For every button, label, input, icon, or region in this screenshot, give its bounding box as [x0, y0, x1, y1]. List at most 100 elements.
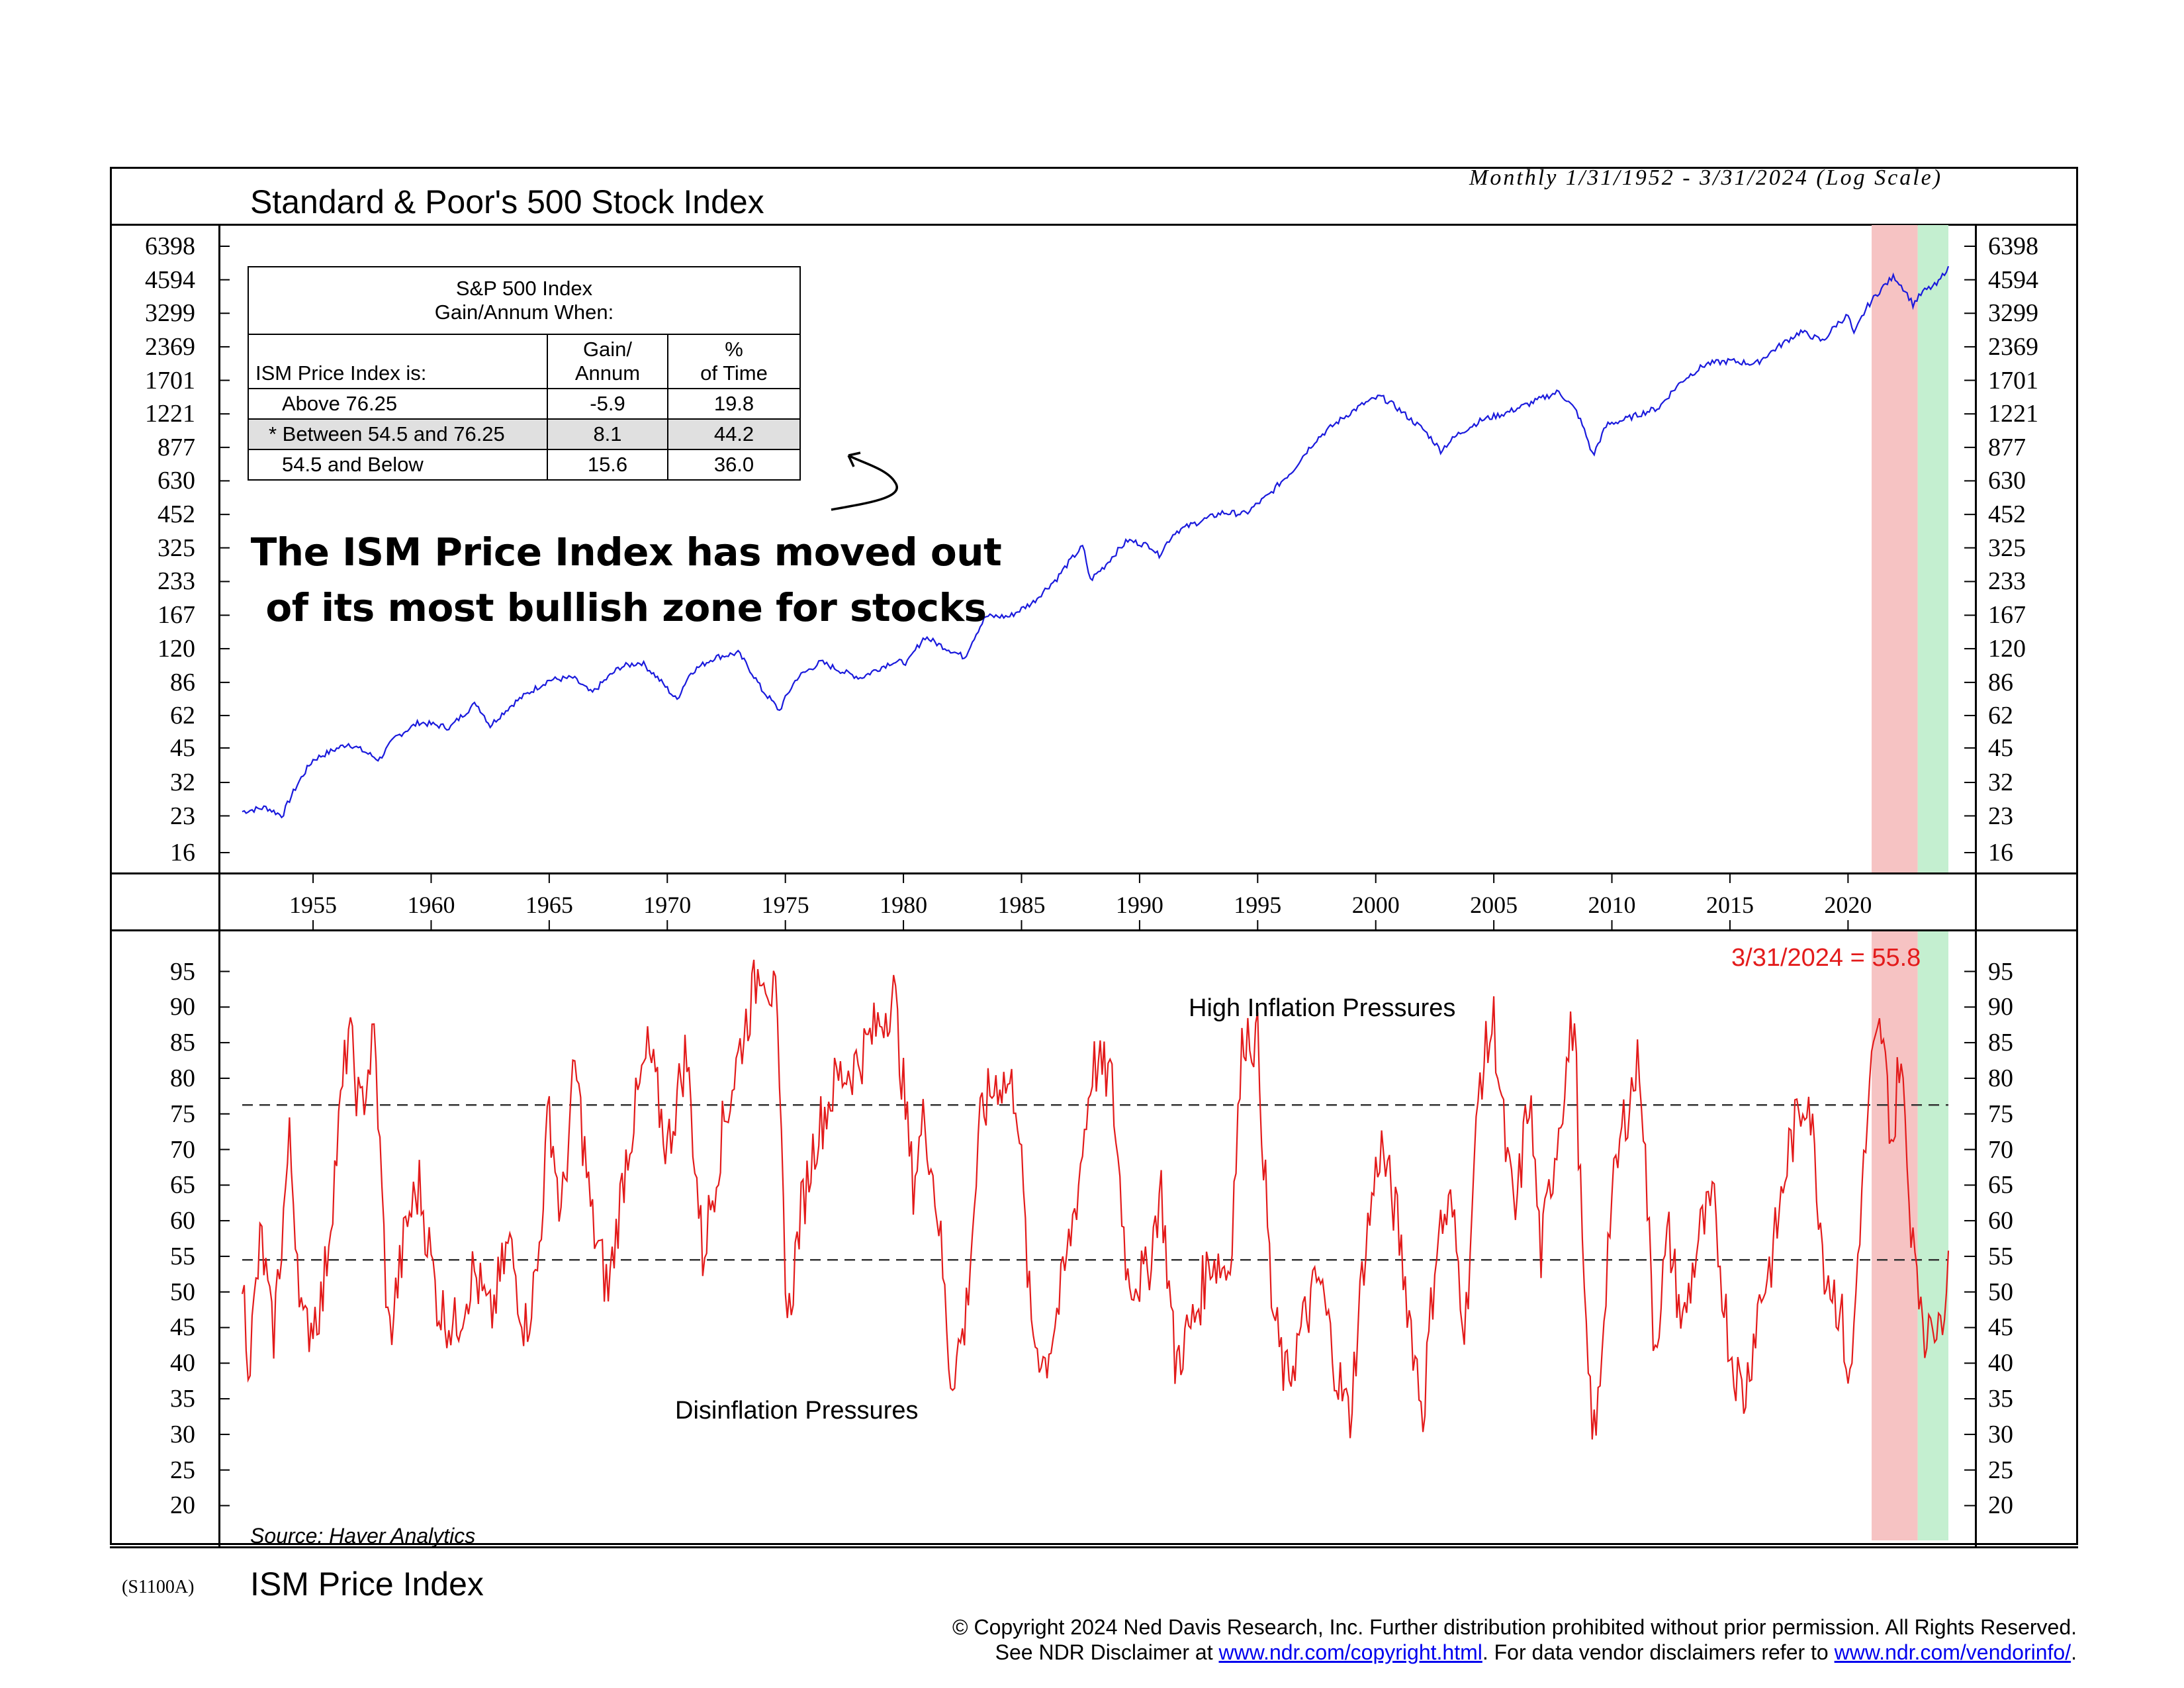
x-tick-label: 2000 — [1351, 892, 1400, 918]
x-tick-label: 2020 — [1824, 892, 1872, 918]
y-tick-label-left: 80 — [170, 1064, 195, 1092]
vendorinfo-link[interactable]: www.ndr.com/vendorinfo/ — [1834, 1640, 2071, 1664]
y-tick-label-left: 6398 — [145, 232, 195, 260]
y-tick-label-left: 45 — [170, 733, 195, 762]
y-tick-label-left: 40 — [170, 1349, 195, 1378]
y-tick-label-right: 40 — [1988, 1349, 2013, 1378]
row-gain: -5.9 — [590, 392, 625, 415]
y-tick-label-right: 55 — [1988, 1242, 2013, 1270]
table-row: * Between 54.5 and 76.25 8.1 44.2 — [248, 418, 801, 450]
y-tick-label-left: 325 — [158, 534, 195, 562]
divider-mid-top — [110, 872, 2078, 874]
source-note: Source: Haver Analytics — [250, 1524, 476, 1548]
y-tick-label-left: 55 — [170, 1242, 195, 1270]
y-tick-label-right: 167 — [1988, 601, 2026, 630]
x-tick-label: 1965 — [525, 892, 573, 918]
y-tick-label-right: 62 — [1988, 701, 2013, 729]
table-row: 54.5 and Below 15.6 36.0 — [248, 449, 801, 481]
row-label-header: ISM Price Index is: — [255, 361, 427, 385]
ism-series-line — [241, 959, 1950, 1440]
y-tick-label-right: 60 — [1988, 1207, 2013, 1235]
x-tick-label: 1975 — [761, 892, 809, 918]
row-label: * Between 54.5 and 76.25 — [269, 422, 505, 445]
table-heading-2: Gain/Annum When: — [434, 301, 614, 324]
y-tick-label-right: 120 — [1988, 634, 2026, 663]
y-tick-label-left: 233 — [158, 567, 195, 596]
y-tick-label-left: 70 — [170, 1135, 195, 1164]
y-tick-label-right: 325 — [1988, 534, 2026, 562]
y-tick-label-right: 23 — [1988, 802, 2013, 830]
arrow-head — [847, 451, 861, 467]
col-gain-header-1: Gain/ — [582, 338, 633, 361]
latest-value-label: 3/31/2024 = 55.8 — [1731, 944, 1921, 972]
y-tick-label-right: 90 — [1988, 993, 2013, 1021]
x-tick-label: 2005 — [1470, 892, 1518, 918]
y-tick-label-right: 877 — [1988, 433, 2026, 461]
y-tick-label-right: 4594 — [1988, 265, 2038, 294]
y-tick-label-right: 45 — [1988, 1313, 2013, 1342]
row-label: 54.5 and Below — [282, 453, 424, 476]
y-tick-label-right: 85 — [1988, 1029, 2013, 1057]
y-tick-label-right: 70 — [1988, 1135, 2013, 1164]
y-tick-label-right: 95 — [1988, 957, 2013, 986]
disclaimer-text-a: See NDR Disclaimer at — [995, 1640, 1219, 1664]
y-tick-label-left: 25 — [170, 1456, 195, 1484]
y-tick-label-left: 45 — [170, 1313, 195, 1342]
y-tick-label-left: 75 — [170, 1100, 195, 1128]
x-tick-label: 1990 — [1115, 892, 1163, 918]
high-inflation-label: High Inflation Pressures — [1189, 994, 1456, 1022]
top-panel-title: Standard & Poor's 500 Stock Index — [250, 183, 764, 220]
y-tick-label-left: 85 — [170, 1029, 195, 1057]
y-tick-label-left: 35 — [170, 1385, 195, 1413]
y-tick-label-left: 1221 — [145, 400, 195, 428]
y-tick-label-left: 1701 — [145, 366, 195, 395]
chart-code: (S1100A) — [122, 1577, 195, 1597]
x-tick-label: 1995 — [1234, 892, 1282, 918]
callout-text: The ISM Price Index has moved out of its… — [242, 524, 1010, 635]
y-tick-label-left: 3299 — [145, 299, 195, 328]
x-tick-label: 1985 — [997, 892, 1046, 918]
row-pct: 44.2 — [713, 422, 754, 445]
y-tick-label-left: 2369 — [145, 332, 195, 361]
right-axis-line — [1975, 224, 1977, 1548]
y-tick-label-right: 1221 — [1988, 400, 2038, 428]
y-tick-label-right: 30 — [1988, 1420, 2013, 1448]
date-range-subtitle: Monthly 1/31/1952 - 3/31/2024 (Log Scale… — [1469, 165, 1943, 190]
y-tick-label-right: 2369 — [1988, 332, 2038, 361]
y-tick-label-right: 25 — [1988, 1456, 2013, 1484]
y-tick-label-right: 50 — [1988, 1278, 2013, 1306]
y-tick-label-left: 23 — [170, 802, 195, 830]
y-tick-label-right: 16 — [1988, 839, 2013, 867]
disclaimer-text-c: . — [2071, 1640, 2077, 1664]
y-tick-label-left: 120 — [158, 634, 195, 663]
y-tick-label-right: 45 — [1988, 733, 2013, 762]
y-tick-label-left: 50 — [170, 1278, 195, 1306]
divider-bottom — [110, 1546, 2078, 1548]
copyright-link[interactable]: www.ndr.com/copyright.html — [1218, 1640, 1482, 1664]
shade-band-bottom-green — [1917, 931, 1948, 1540]
x-tick-label: 1955 — [289, 892, 338, 918]
sp500-series-line — [242, 265, 1950, 819]
shade-band-top-red — [1872, 225, 1918, 872]
y-tick-label-right: 86 — [1988, 668, 2013, 696]
y-tick-label-left: 452 — [158, 500, 195, 529]
y-tick-label-left: 32 — [170, 769, 195, 797]
x-tick-label: 1980 — [880, 892, 928, 918]
bottom-panel-title: ISM Price Index — [250, 1566, 484, 1603]
callout-arrow — [831, 454, 898, 511]
y-tick-label-right: 32 — [1988, 769, 2013, 797]
y-tick-label-right: 80 — [1988, 1064, 2013, 1092]
table-heading-1: S&P 500 Index — [455, 277, 593, 300]
table-row: Above 76.25 -5.9 19.8 — [248, 388, 801, 420]
callout-line-1: The ISM Price Index has moved out — [250, 530, 1002, 575]
y-tick-label-left: 60 — [170, 1207, 195, 1235]
y-tick-label-left: 877 — [158, 433, 195, 461]
x-tick-label: 2010 — [1588, 892, 1636, 918]
divider-mid-bottom — [110, 929, 2078, 931]
col-pct-header-2: of Time — [700, 361, 768, 385]
y-tick-label-right: 75 — [1988, 1100, 2013, 1128]
row-gain: 8.1 — [593, 422, 622, 445]
disclaimer-text-b: . For data vendor disclaimers refer to — [1482, 1640, 1835, 1664]
y-tick-label-right: 233 — [1988, 567, 2026, 596]
